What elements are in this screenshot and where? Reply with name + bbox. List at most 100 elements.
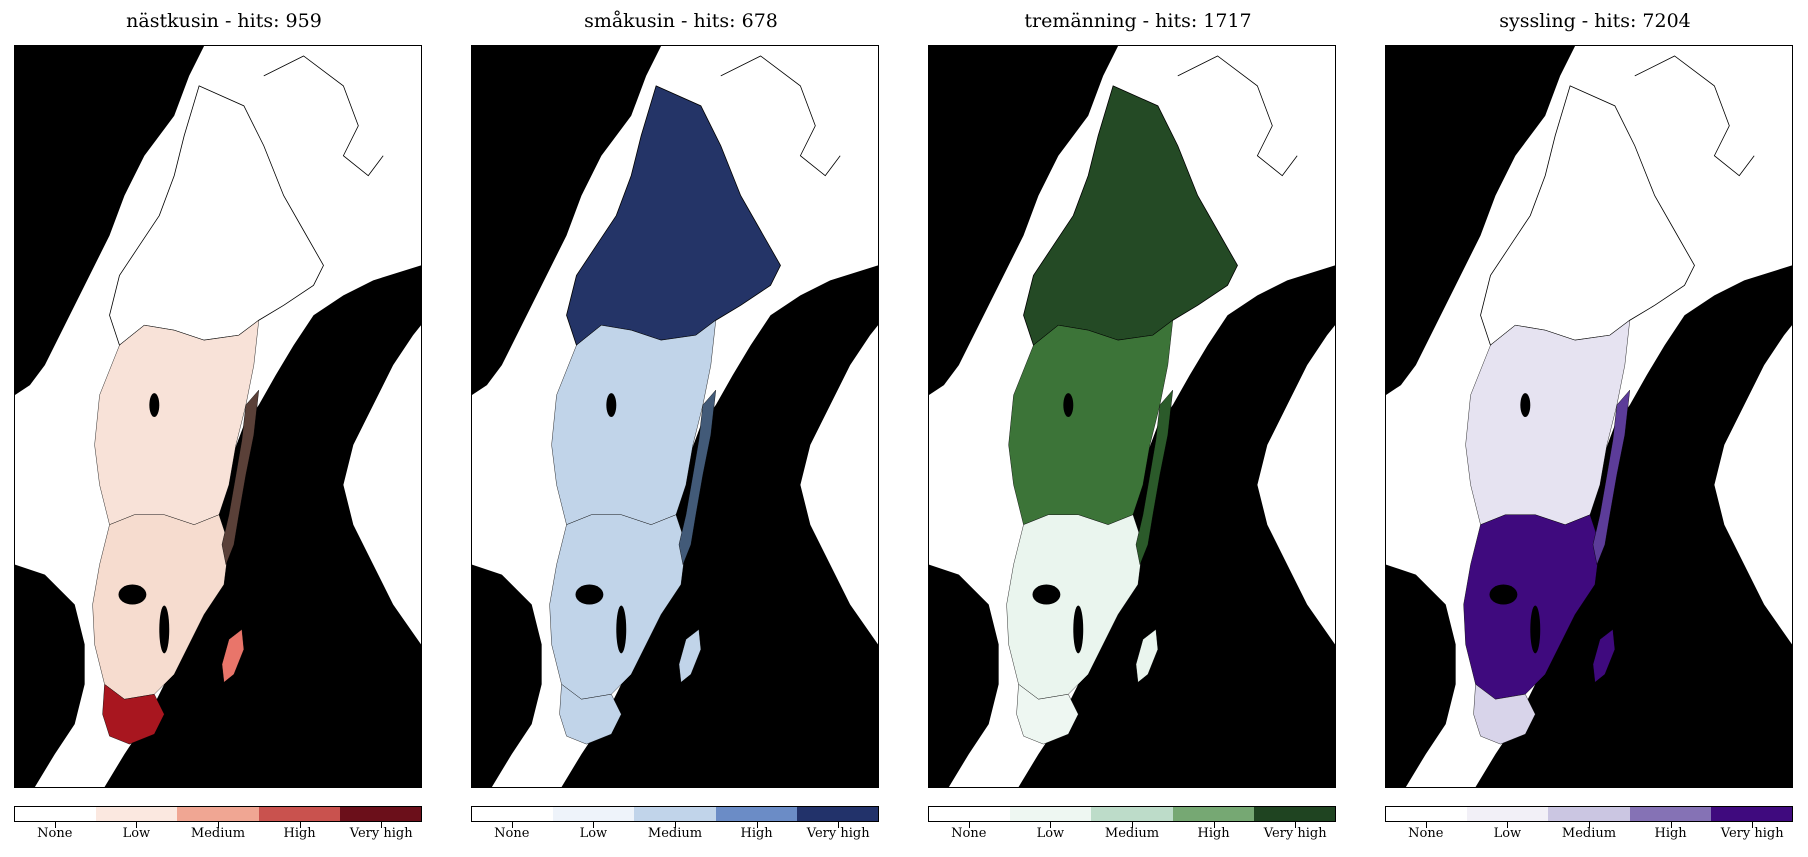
finland-land-shape [1307,165,1335,266]
colorbar-label: Medium [1561,826,1617,841]
lake-vattern [1073,605,1084,654]
finland-land-shape [1764,165,1792,266]
region-south [1463,514,1601,700]
colorbar-segment [472,807,554,821]
colorbar-labels: None Low Medium High Very high [928,826,1336,846]
colorbar-label: High [283,826,316,841]
colorbar-segment [796,807,879,821]
map-panel-2: småkusin - hits: 678 [471,0,891,857]
colorbar-ticks [928,822,1336,830]
colorbar-label: Low [1493,826,1522,841]
panel-title: småkusin - hits: 678 [584,10,778,32]
region-central [551,319,717,525]
colorbar-label: Very high [1720,826,1784,841]
colorbar [14,806,422,822]
colorbar-segment [258,807,340,821]
kattegat-sea-shape [472,564,542,787]
colorbar-ticks [14,822,422,830]
region-central [1465,319,1631,525]
colorbar-labels: None Low Medium High Very high [1385,826,1793,846]
colorbar-tick [1050,822,1052,828]
colorbar-ticks [471,822,879,830]
colorbar-tick [1132,822,1133,828]
colorbar-tick [1507,822,1509,828]
colorbar-label: Medium [647,826,703,841]
norway-sea-shape [472,46,662,396]
colorbar [471,806,879,822]
colorbar-segment [553,807,635,821]
lake-vattern [159,605,170,654]
colorbar-tick [511,822,513,828]
sweden-choropleth-map [15,46,421,787]
colorbar-label: High [1654,826,1687,841]
colorbar-label: Very high [1263,826,1327,841]
baltic-sea-shape [561,265,878,787]
map-frame [14,45,422,788]
colorbar-label: Low [1036,826,1065,841]
colorbar-tick [1425,822,1427,828]
colorbar [1385,806,1793,822]
colorbar-segment [1010,807,1092,821]
map-frame [928,45,1336,788]
map-panel-4: syssling - hits: 7204 [1385,0,1805,857]
colorbar-segment [715,807,797,821]
region-skane [559,683,622,745]
colorbar-label: Low [122,826,151,841]
map-panel-1: nästkusin - hits: 959 [14,0,434,857]
colorbar-segment [634,807,716,821]
colorbar [928,806,1336,822]
region-south [92,514,230,700]
colorbar-segment [339,807,422,821]
region-south [1006,514,1144,700]
region-east-island [221,629,245,683]
lake-vanern [575,584,604,605]
colorbar-tick [968,822,970,828]
region-south [549,514,687,700]
colorbar-tick [756,822,758,828]
colorbar-tick [1670,822,1672,828]
panel-title: nästkusin - hits: 959 [126,10,322,32]
colorbar-labels: None Low Medium High Very high [14,826,422,846]
colorbar-segment [1548,807,1630,821]
colorbar-segment [1386,807,1468,821]
colorbar-segment [1467,807,1549,821]
border-line [263,55,384,177]
finland-land-shape [850,165,878,266]
colorbar-label: None [37,826,73,841]
lake-vanern [118,584,147,605]
colorbar-label: High [740,826,773,841]
region-central [94,319,260,525]
map-frame [471,45,879,788]
norway-sea-shape [929,46,1119,396]
region-east-island [1592,629,1616,683]
colorbar-tick [675,822,676,828]
colorbar-label: Medium [190,826,246,841]
colorbar-tick [299,822,301,828]
colorbar-label: Medium [1104,826,1160,841]
colorbar-label: Very high [806,826,870,841]
norway-sea-shape [1386,46,1576,396]
map-panel-3: tremänning - hits: 1717 [928,0,1348,857]
region-east-coast [1592,389,1631,566]
sweden-choropleth-map [929,46,1335,787]
colorbar-segment [1629,807,1711,821]
baltic-sea-shape [1475,265,1792,787]
colorbar-tick [136,822,138,828]
panel-title: syssling - hits: 7204 [1499,10,1691,32]
colorbar-label: None [494,826,530,841]
colorbar-segment [96,807,178,821]
lake-small [1520,393,1531,417]
colorbar-segment [929,807,1011,821]
sweden-choropleth-map [1386,46,1792,787]
colorbar-labels: None Low Medium High Very high [471,826,879,846]
norway-sea-shape [15,46,205,396]
colorbar-label: High [1197,826,1230,841]
colorbar-tick [1589,822,1590,828]
colorbar-segment [1091,807,1173,821]
kattegat-sea-shape [929,564,999,787]
lake-vanern [1032,584,1061,605]
finland-land-shape [393,165,421,266]
colorbar-label: Very high [349,826,413,841]
colorbar-tick [838,822,840,828]
region-central [1008,319,1174,525]
